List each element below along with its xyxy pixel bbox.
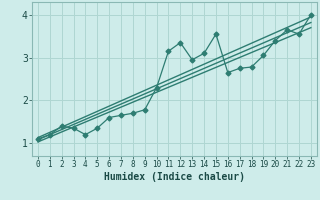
X-axis label: Humidex (Indice chaleur): Humidex (Indice chaleur) bbox=[104, 172, 245, 182]
